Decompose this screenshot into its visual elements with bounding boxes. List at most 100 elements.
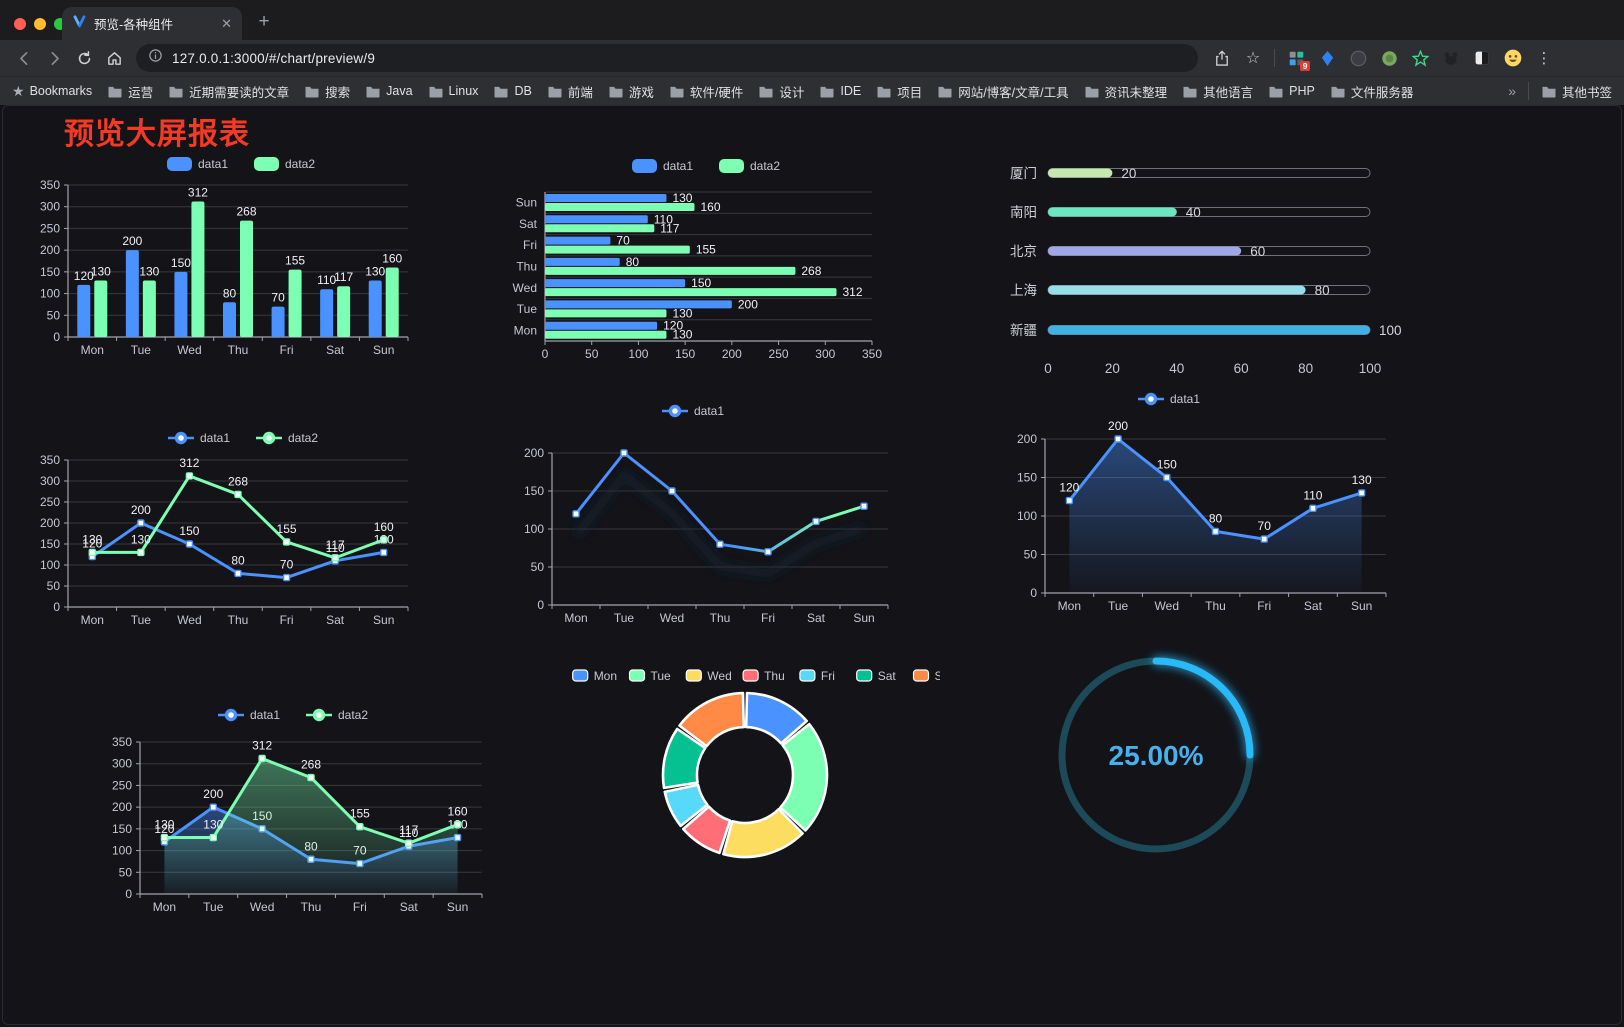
legend-item[interactable]: Fri xyxy=(799,669,835,683)
bookmark-folder[interactable]: 近期需要读的文章 xyxy=(168,82,289,101)
pie-slice[interactable] xyxy=(779,722,829,832)
close-window-button[interactable] xyxy=(14,18,26,30)
bookmarks-overflow-chevron[interactable]: » xyxy=(1508,83,1516,99)
svg-text:Mon: Mon xyxy=(1058,599,1081,613)
home-icon[interactable] xyxy=(100,44,128,72)
legend-item[interactable]: data1 xyxy=(632,159,693,173)
legend-item[interactable]: Mon xyxy=(572,669,617,683)
grid-badge-extension-icon[interactable]: 9 xyxy=(1286,48,1310,71)
green-circle-extension-icon[interactable] xyxy=(1379,48,1399,68)
svg-text:155: 155 xyxy=(350,807,370,821)
tab-close-icon[interactable]: ✕ xyxy=(221,15,232,31)
area-chart-two-series: 0 50 100 150 200 250 300 350 Mon Tue Wed Thu Fri Sat S… xyxy=(100,705,500,927)
svg-text:Fri: Fri xyxy=(280,613,294,627)
bookmark-folder[interactable]: 其他语言 xyxy=(1182,82,1253,101)
bookmark-folder[interactable]: 项目 xyxy=(876,82,922,101)
donut-chart: Mon Tue Wed Thu Fri Sat Sun xyxy=(560,660,956,888)
half-square-extension-icon[interactable] xyxy=(1472,48,1492,68)
svg-text:200: 200 xyxy=(131,503,151,517)
page-info-icon[interactable] xyxy=(148,48,163,68)
green-star-extension-icon[interactable] xyxy=(1410,48,1430,68)
legend-item[interactable]: data1 xyxy=(662,404,724,418)
legend-item[interactable]: Sat xyxy=(856,669,897,683)
bookmark-folder[interactable]: Linux xyxy=(428,84,478,98)
svg-text:Fri: Fri xyxy=(761,611,775,625)
legend-item[interactable]: data2 xyxy=(254,157,315,171)
bookmark-label: 设计 xyxy=(779,85,805,100)
legend-item[interactable]: data1 xyxy=(167,157,228,171)
svg-text:南阳: 南阳 xyxy=(1010,205,1037,220)
legend-item[interactable]: Tue xyxy=(628,669,672,683)
blue-kite-extension-icon[interactable] xyxy=(1317,48,1337,68)
svg-text:150: 150 xyxy=(1157,458,1177,472)
pie-slice[interactable] xyxy=(744,691,808,745)
svg-text:data2: data2 xyxy=(338,708,368,722)
bookmark-folder[interactable]: 运营 xyxy=(107,82,153,101)
legend-item[interactable]: data1 xyxy=(168,431,230,445)
pie-slice[interactable] xyxy=(678,691,746,748)
svg-text:150: 150 xyxy=(524,484,544,498)
svg-text:117: 117 xyxy=(399,823,418,837)
pie-slice[interactable] xyxy=(682,805,732,855)
svg-text:20: 20 xyxy=(1105,361,1120,376)
bookmark-folder[interactable]: 软件/硬件 xyxy=(669,82,743,101)
bookmarks-root[interactable]: ★ Bookmarks xyxy=(12,83,92,100)
svg-text:250: 250 xyxy=(40,495,60,509)
legend-item[interactable]: data1 xyxy=(1138,392,1200,406)
bookmark-folder[interactable]: Java xyxy=(365,84,413,98)
bookmark-folder[interactable]: 游戏 xyxy=(608,82,654,101)
legend-item[interactable]: data2 xyxy=(306,708,368,722)
svg-text:50: 50 xyxy=(531,560,545,574)
browser-menu-icon[interactable]: ⋮ xyxy=(1536,50,1552,67)
bookmark-label: 搜索 xyxy=(325,85,351,100)
forward-icon[interactable] xyxy=(40,44,68,72)
dark-circle-extension-icon[interactable] xyxy=(1348,48,1368,68)
other-bookmarks-folder[interactable]: 其他书签 xyxy=(1541,82,1612,101)
bookmark-folder[interactable]: DB xyxy=(493,84,532,98)
legend-item[interactable]: data2 xyxy=(256,431,318,445)
svg-text:268: 268 xyxy=(301,758,321,772)
bookmark-folder[interactable]: 搜索 xyxy=(304,82,350,101)
bookmark-folder[interactable]: 资讯未整理 xyxy=(1084,82,1167,101)
bookmark-folder[interactable]: 网站/博客/文章/工具 xyxy=(937,82,1069,101)
svg-text:Sun: Sun xyxy=(1351,599,1372,613)
svg-text:100: 100 xyxy=(1359,361,1382,376)
bookmark-folder[interactable]: PHP xyxy=(1268,84,1315,98)
svg-text:Wed: Wed xyxy=(660,611,684,625)
svg-text:80: 80 xyxy=(1298,361,1313,376)
legend-item[interactable]: data1 xyxy=(218,708,280,722)
new-tab-button[interactable]: + xyxy=(258,11,270,32)
svg-text:130: 130 xyxy=(139,265,159,279)
legend-item[interactable]: data2 xyxy=(719,159,780,173)
bookmark-label: IDE xyxy=(840,84,862,98)
url-bar[interactable]: 127.0.0.1:3000/#/chart/preview/9 xyxy=(136,44,1198,72)
browser-tab[interactable]: 预览-各种组件 ✕ xyxy=(62,7,242,40)
minimize-window-button[interactable] xyxy=(34,18,46,30)
svg-text:117: 117 xyxy=(660,221,679,235)
back-icon[interactable] xyxy=(10,44,38,72)
share-icon[interactable] xyxy=(1212,48,1232,68)
bookmark-folder[interactable]: IDE xyxy=(819,84,861,98)
svg-text:130: 130 xyxy=(131,532,151,546)
pie-slice[interactable] xyxy=(722,807,804,859)
svg-text:80: 80 xyxy=(223,286,237,300)
reload-icon[interactable] xyxy=(70,44,98,72)
bookmark-star-icon[interactable]: ☆ xyxy=(1245,50,1261,67)
svg-text:130: 130 xyxy=(82,532,102,546)
svg-text:Thu: Thu xyxy=(516,260,537,274)
pie-slice[interactable] xyxy=(663,783,709,828)
svg-text:350: 350 xyxy=(40,178,60,192)
bookmark-folder[interactable]: 文件服务器 xyxy=(1330,82,1413,101)
legend-item[interactable]: Wed xyxy=(685,669,732,683)
svg-text:厦门: 厦门 xyxy=(1010,166,1037,181)
pie-slice[interactable] xyxy=(661,727,707,790)
profile-avatar[interactable] xyxy=(1503,48,1523,68)
legend-item[interactable]: Thu xyxy=(742,669,785,683)
dark-paw-extension-icon[interactable] xyxy=(1441,48,1461,68)
svg-text:50: 50 xyxy=(47,308,61,322)
legend-item[interactable]: Sun xyxy=(912,669,956,683)
bookmark-folder[interactable]: 设计 xyxy=(758,82,804,101)
svg-text:40: 40 xyxy=(1186,205,1201,220)
bookmark-folder[interactable]: 前端 xyxy=(547,82,593,101)
svg-text:100: 100 xyxy=(40,287,60,301)
